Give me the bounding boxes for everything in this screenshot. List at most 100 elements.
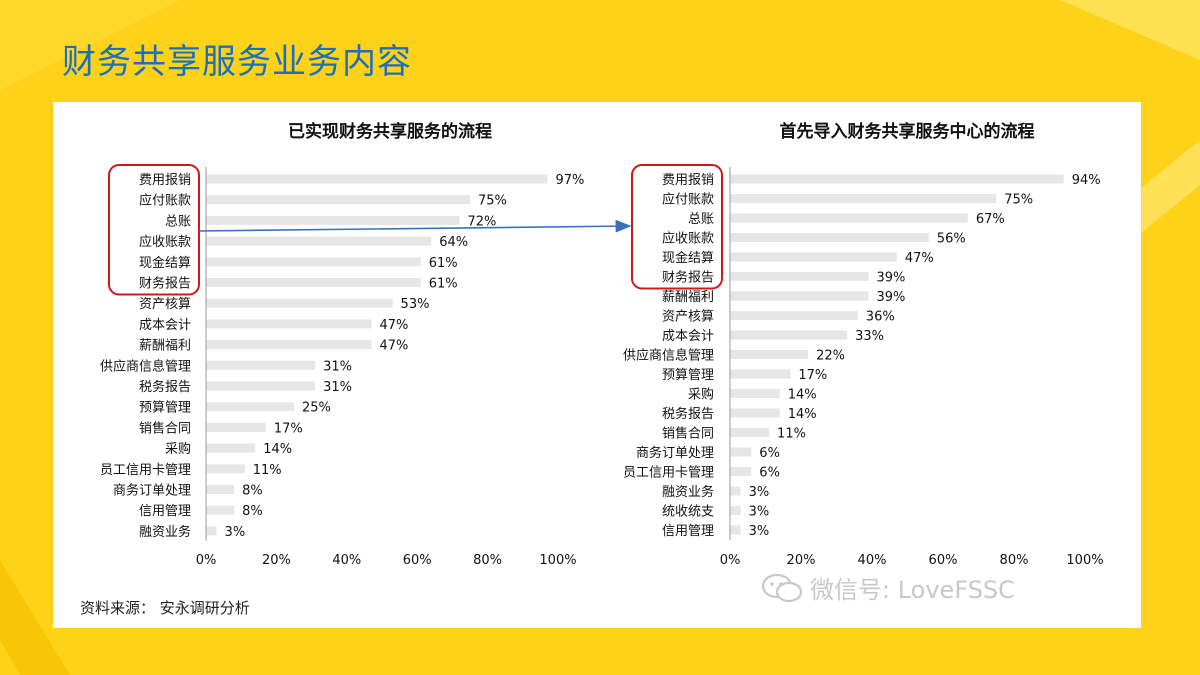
value-label: 72% xyxy=(467,214,496,229)
value-label: 31% xyxy=(323,359,352,374)
value-label: 8% xyxy=(242,484,263,499)
bar xyxy=(206,381,316,391)
bar xyxy=(730,486,741,496)
connector-arrow xyxy=(198,219,632,233)
bar xyxy=(206,526,217,536)
bar xyxy=(730,272,869,281)
category-label: 信用管理 xyxy=(662,524,714,539)
bar xyxy=(206,340,372,350)
category-label: 销售合同 xyxy=(139,420,191,436)
value-label: 14% xyxy=(788,388,817,403)
category-label: 财务报告 xyxy=(139,276,191,292)
bar xyxy=(730,389,780,398)
value-label: 61% xyxy=(429,277,458,292)
value-label: 64% xyxy=(439,235,468,250)
source-note: 资料来源： 安永调研分析 xyxy=(80,599,250,617)
value-label: 22% xyxy=(816,349,845,364)
x-tick-label: 60% xyxy=(929,553,958,568)
category-label: 财务报告 xyxy=(662,270,714,286)
value-label: 3% xyxy=(749,505,770,520)
bar xyxy=(206,360,316,370)
value-label: 3% xyxy=(749,485,770,500)
category-label: 供应商信息管理 xyxy=(623,348,714,364)
category-label: 员工信用卡管理 xyxy=(623,466,714,481)
category-label: 成本会计 xyxy=(662,329,714,344)
value-label: 3% xyxy=(225,525,246,540)
bg-stripe xyxy=(1010,0,1200,60)
value-label: 17% xyxy=(798,368,827,383)
value-label: 31% xyxy=(323,380,352,395)
value-label: 36% xyxy=(866,310,895,325)
value-label: 97% xyxy=(555,173,584,188)
x-tick-label: 0% xyxy=(196,553,217,568)
category-label: 供应商信息管理 xyxy=(100,358,191,374)
bar xyxy=(206,215,460,225)
value-label: 6% xyxy=(759,466,780,481)
bar xyxy=(206,464,245,474)
category-label: 现金结算 xyxy=(139,255,191,271)
category-label: 现金结算 xyxy=(662,250,714,266)
value-label: 61% xyxy=(429,256,458,271)
value-label: 14% xyxy=(263,442,292,457)
highlight-box xyxy=(631,164,723,290)
slide-title: 财务共享服务业务内容 xyxy=(62,42,412,82)
value-label: 75% xyxy=(478,194,507,209)
category-label: 资产核算 xyxy=(139,297,191,312)
bar xyxy=(206,174,548,184)
bar xyxy=(206,485,235,494)
category-label: 应收账款 xyxy=(139,234,191,250)
x-tick-label: 60% xyxy=(403,553,432,568)
bar xyxy=(730,174,1064,184)
x-tick-label: 80% xyxy=(473,553,502,568)
value-label: 94% xyxy=(1072,173,1101,188)
wechat-icon xyxy=(761,573,803,602)
value-label: 6% xyxy=(759,446,780,461)
bar xyxy=(730,350,809,359)
x-tick-label: 100% xyxy=(1066,553,1103,568)
category-label: 销售合同 xyxy=(662,426,714,442)
bar xyxy=(206,195,470,205)
bar xyxy=(206,278,421,287)
bar xyxy=(206,257,421,267)
x-tick-label: 40% xyxy=(332,553,361,568)
category-label: 员工信用卡管理 xyxy=(100,463,191,478)
value-label: 8% xyxy=(242,504,263,519)
value-label: 47% xyxy=(379,339,408,354)
bg-stripe xyxy=(0,560,70,675)
x-tick-label: 20% xyxy=(787,553,816,568)
bar xyxy=(206,443,256,453)
chart-title: 首先导入财务共享服务中心的流程 xyxy=(780,121,1035,142)
category-label: 应收账款 xyxy=(662,231,714,247)
bar xyxy=(730,213,968,223)
category-label: 应付账款 xyxy=(662,192,714,208)
bar xyxy=(730,447,752,457)
category-label: 商务订单处理 xyxy=(113,483,191,499)
bar xyxy=(730,525,741,535)
bar xyxy=(730,330,848,340)
x-tick-label: 100% xyxy=(539,553,576,568)
category-label: 薪酬福利 xyxy=(139,339,191,354)
watermark: 微信号: LoveFSSC xyxy=(760,570,1015,605)
bar xyxy=(206,319,372,329)
category-label: 费用报销 xyxy=(662,173,714,188)
category-label: 费用报销 xyxy=(139,173,191,188)
bar xyxy=(730,311,858,320)
category-label: 预算管理 xyxy=(662,368,714,383)
value-label: 67% xyxy=(976,212,1005,227)
value-label: 47% xyxy=(379,318,408,333)
category-label: 商务订单处理 xyxy=(636,445,714,461)
bg-stripe xyxy=(0,0,180,90)
value-label: 53% xyxy=(401,297,430,312)
value-label: 39% xyxy=(876,271,905,286)
category-label: 融资业务 xyxy=(662,484,714,500)
bar xyxy=(730,467,752,476)
value-label: 33% xyxy=(855,329,884,344)
bar xyxy=(206,402,294,412)
category-label: 信用管理 xyxy=(139,504,191,519)
bar xyxy=(730,194,997,203)
category-label: 融资业务 xyxy=(139,524,191,540)
bar xyxy=(730,291,869,301)
value-label: 3% xyxy=(749,524,770,539)
bar xyxy=(206,298,393,308)
bar xyxy=(730,408,780,418)
